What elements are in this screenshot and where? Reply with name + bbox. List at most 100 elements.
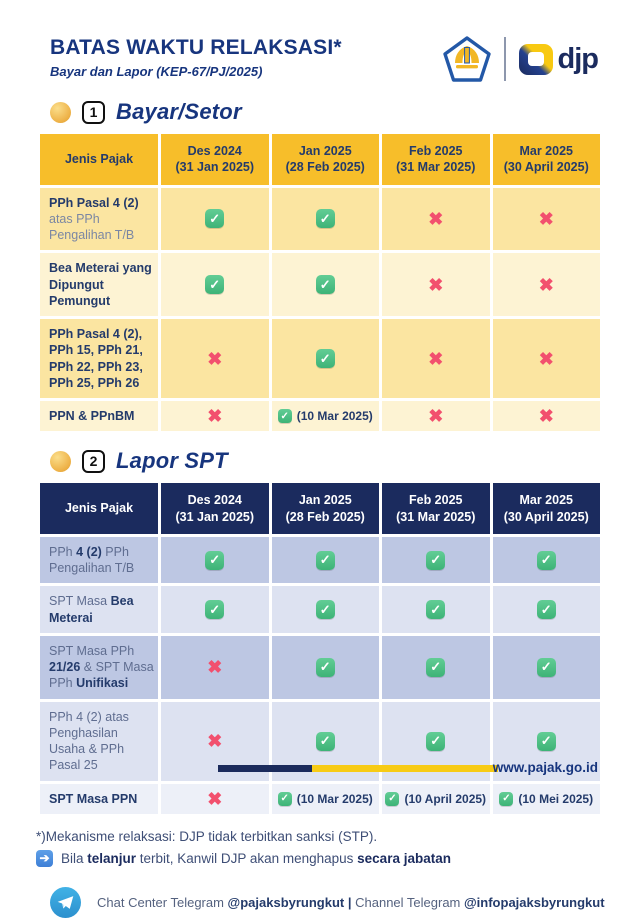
- djp-logo: djp: [518, 42, 599, 76]
- column-header: Jan 2025 (28 Feb 2025): [271, 134, 379, 185]
- cross-icon: ✖: [207, 348, 223, 369]
- check-icon: ✓: [277, 791, 292, 806]
- footnote-sanction-text: Bila telanjur terbit, Kanwil DJP akan me…: [61, 850, 451, 866]
- jenis-pajak-cell: SPT Masa PPh 21/26 & SPT Masa PPh Unifik…: [40, 635, 158, 699]
- check-icon: ✓: [205, 209, 225, 229]
- jenis-pajak-cell: SPT Masa PPN: [40, 783, 158, 814]
- bayar-setor-table: Jenis Pajak Des 2024 (31 Jan 2025) Jan 2025…: [40, 134, 600, 432]
- gold-dot-icon: [50, 101, 71, 123]
- column-header: Mar 2025 (30 April 2025): [492, 483, 600, 534]
- cross-icon: ✖: [428, 348, 444, 369]
- check-icon: ✓: [277, 409, 292, 424]
- lapor-spt-table: Jenis Pajak Des 2024 (31 Jan 2025) Jan 2025…: [40, 483, 600, 814]
- footer-bar-yellow: [312, 765, 498, 772]
- kemenkeu-logo-icon: [442, 36, 491, 82]
- telegram-icon: [50, 886, 81, 918]
- status-cell: ✓: [161, 536, 269, 584]
- footnotes: *)Mekanisme relaksasi: DJP tidak terbitk…: [36, 829, 640, 867]
- status-cell: ✖: [161, 783, 269, 814]
- jenis-pajak-cell: SPT Masa Bea Meterai: [40, 586, 158, 633]
- djp-logo-text: djp: [557, 42, 599, 75]
- logo-group: djp: [442, 36, 599, 82]
- page-subtitle: Bayar dan Lapor (KEP-67/PJ/2025): [50, 64, 263, 79]
- check-icon: ✓: [536, 550, 556, 570]
- status-cell: ✓: [492, 701, 600, 781]
- status-cell: ✓: [382, 536, 490, 584]
- page-title: BATAS WAKTU RELAKSASI*: [50, 36, 342, 59]
- check-icon: ✓: [315, 275, 335, 295]
- status-cell: ✓: [271, 187, 379, 251]
- section-number-badge: 2: [82, 449, 105, 473]
- jenis-pajak-cell: PPh 4 (2) PPh Pengalihan T/B: [40, 536, 158, 584]
- cross-icon: ✖: [538, 348, 554, 369]
- column-header: Des 2024 (31 Jan 2025): [161, 134, 269, 185]
- deadline-note: (10 April 2025): [404, 791, 487, 806]
- cross-icon: ✖: [428, 274, 444, 295]
- cross-icon: ✖: [538, 274, 554, 295]
- status-cell: ✓ (10 Mei 2025): [492, 783, 600, 814]
- deadline-note: (10 Mar 2025): [296, 409, 373, 424]
- header: BATAS WAKTU RELAKSASI* Bayar dan Lapor (…: [0, 0, 640, 82]
- cross-icon: ✖: [207, 406, 223, 427]
- column-header: Jenis Pajak: [40, 483, 158, 534]
- check-icon: ✓: [205, 275, 225, 295]
- footnote-sanction: ➔ Bila telanjur terbit, Kanwil DJP akan …: [36, 849, 640, 867]
- check-icon: ✓: [536, 731, 556, 751]
- check-icon: ✓: [315, 349, 335, 368]
- check-icon: ✓: [536, 657, 556, 677]
- arrow-right-icon: ➔: [36, 849, 53, 867]
- footer-bar: www.pajak.go.id: [0, 760, 640, 776]
- telegram-text: Chat Center Telegram @pajaksbyrungkut | …: [97, 894, 605, 910]
- column-header: Jan 2025 (28 Feb 2025): [271, 483, 379, 534]
- section-bayar-setor-header: 1 Bayar/Setor: [50, 99, 640, 125]
- status-cell: ✖: [161, 635, 269, 699]
- status-cell: ✖: [161, 319, 269, 398]
- footer-bar-navy: [218, 765, 312, 772]
- status-cell: ✖: [161, 401, 269, 432]
- check-icon: ✓: [426, 731, 446, 751]
- djp-logo-icon: [518, 43, 553, 75]
- check-icon: ✓: [315, 657, 335, 677]
- cross-icon: ✖: [428, 208, 444, 229]
- status-cell: ✓ (10 Mar 2025): [271, 783, 379, 814]
- cross-icon: ✖: [207, 731, 223, 751]
- status-cell: ✓: [382, 701, 490, 781]
- status-cell: ✖: [492, 187, 600, 251]
- status-cell: ✓: [271, 635, 379, 699]
- status-cell: ✓: [271, 536, 379, 584]
- status-cell: ✓: [271, 319, 379, 398]
- status-cell: ✓ (10 April 2025): [382, 783, 490, 814]
- cross-icon: ✖: [207, 788, 223, 809]
- status-cell: ✖: [492, 319, 600, 398]
- deadline-note: (10 Mar 2025): [296, 791, 373, 806]
- check-icon: ✓: [315, 600, 335, 619]
- check-icon: ✓: [385, 791, 400, 806]
- check-icon: ✓: [315, 731, 335, 751]
- status-cell: ✓: [161, 253, 269, 316]
- cross-icon: ✖: [207, 657, 223, 678]
- jenis-pajak-cell: PPh Pasal 4 (2) atas PPh Pengalihan T/B: [40, 187, 158, 251]
- jenis-pajak-cell: PPN & PPnBM: [40, 401, 158, 432]
- status-cell: ✖: [382, 319, 490, 398]
- column-header: Feb 2025 (31 Mar 2025): [382, 483, 490, 534]
- status-cell: ✖: [492, 253, 600, 316]
- jenis-pajak-cell: Bea Meterai yang Dipungut Pemungut: [40, 253, 158, 316]
- deadline-note: (10 Mei 2025): [518, 791, 594, 806]
- check-icon: ✓: [205, 550, 225, 570]
- status-cell: ✖: [492, 401, 600, 432]
- check-icon: ✓: [426, 600, 446, 619]
- status-cell: ✓: [382, 586, 490, 633]
- section-title: Lapor SPT: [116, 448, 228, 474]
- column-header: Jenis Pajak: [40, 134, 158, 185]
- section-title: Bayar/Setor: [116, 99, 242, 124]
- footnote-mechanism: *)Mekanisme relaksasi: DJP tidak terbitk…: [36, 828, 378, 844]
- column-header: Des 2024 (31 Jan 2025): [161, 483, 269, 534]
- cross-icon: ✖: [538, 208, 554, 229]
- cross-icon: ✖: [538, 406, 554, 427]
- status-cell: ✖: [382, 253, 490, 316]
- section-lapor-spt-header: 2 Lapor SPT: [50, 448, 640, 474]
- jenis-pajak-cell: PPh Pasal 4 (2), PPh 15, PPh 21, PPh 22,…: [40, 319, 158, 398]
- check-icon: ✓: [499, 791, 514, 806]
- column-header: Mar 2025 (30 April 2025): [492, 134, 600, 185]
- header-titles: BATAS WAKTU RELAKSASI* Bayar dan Lapor (…: [50, 36, 342, 79]
